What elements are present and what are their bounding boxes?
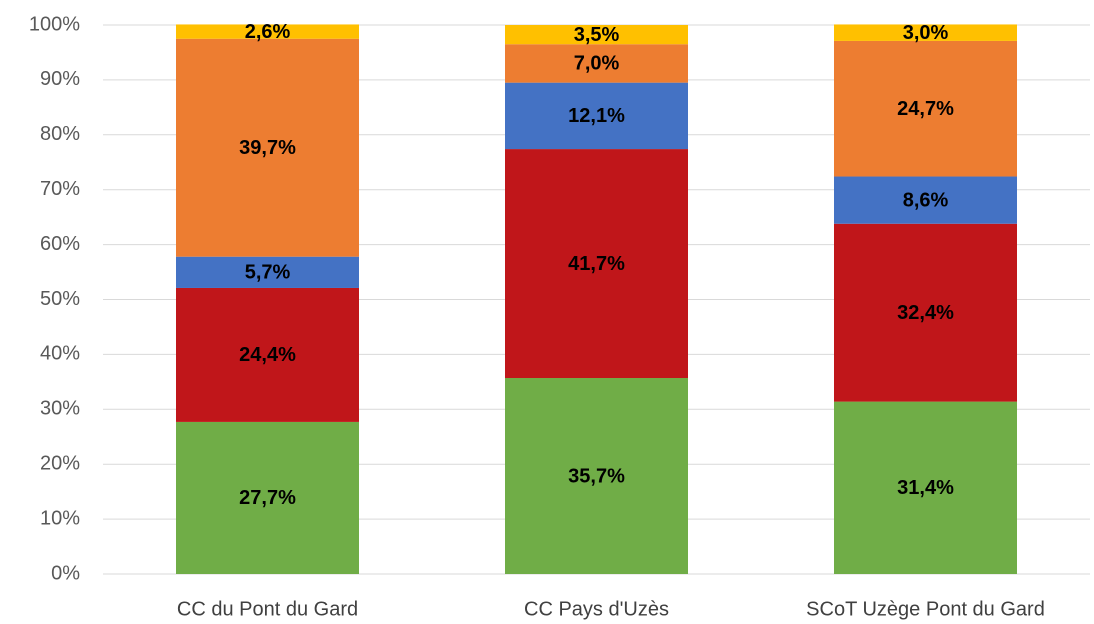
y-tick-label: 40% [40, 343, 80, 365]
data-label: 7,0% [574, 53, 620, 75]
y-tick-label: 80% [40, 123, 80, 145]
bar-segment [176, 287, 359, 422]
y-tick-label: 20% [40, 452, 80, 474]
bar-segment [834, 24, 1017, 41]
data-label: 35,7% [568, 465, 625, 487]
bar-segment [834, 401, 1017, 574]
bar-segment [176, 38, 359, 257]
data-label: 24,4% [239, 344, 296, 366]
data-label: 3,5% [574, 24, 620, 46]
data-label: 5,7% [245, 262, 291, 284]
bar-segment [176, 24, 359, 39]
data-label: 31,4% [897, 477, 954, 499]
y-tick-label: 90% [40, 68, 80, 90]
bar-segment [176, 256, 359, 288]
data-label: 3,0% [903, 22, 949, 44]
y-tick-label: 60% [40, 233, 80, 255]
y-tick-label: 70% [40, 178, 80, 200]
x-tick-label: SCoT Uzège Pont du Gard [806, 598, 1045, 620]
y-tick-label: 100% [29, 13, 80, 35]
data-label: 39,7% [239, 137, 296, 159]
bar-segment [505, 82, 688, 150]
bar-segment [505, 149, 688, 379]
bar-segment [834, 223, 1017, 402]
data-label: 32,4% [897, 302, 954, 324]
bar-segment [834, 176, 1017, 224]
data-label: 2,6% [245, 21, 291, 43]
data-label: 41,7% [568, 253, 625, 275]
bar-segment [176, 421, 359, 574]
data-label: 12,1% [568, 105, 625, 127]
y-tick-label: 50% [40, 288, 80, 310]
bar-segment [834, 40, 1017, 177]
data-label: 24,7% [897, 98, 954, 120]
x-tick-label: CC Pays d'Uzès [524, 598, 669, 620]
y-tick-label: 0% [51, 562, 80, 584]
data-label: 27,7% [239, 487, 296, 509]
bar-segment [505, 44, 688, 83]
bar-segment [505, 378, 688, 574]
data-label: 8,6% [903, 189, 949, 211]
bar-segment [505, 25, 688, 45]
y-tick-label: 10% [40, 507, 80, 529]
x-tick-label: CC du Pont du Gard [177, 598, 358, 620]
y-tick-label: 30% [40, 398, 80, 420]
